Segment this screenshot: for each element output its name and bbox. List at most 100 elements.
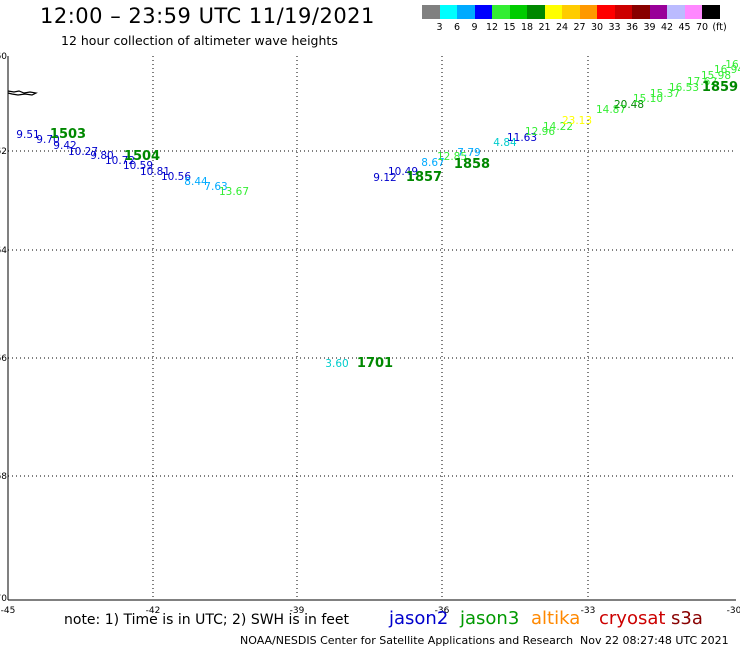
color-swatch xyxy=(492,5,510,19)
color-scale-tick-label: 15 xyxy=(503,22,516,33)
map-subtitle: 12 hour collection of altimeter wave hei… xyxy=(61,33,338,48)
color-scale-tick-label: (ft) xyxy=(712,22,727,33)
swh-value-label: 16.3 xyxy=(725,59,740,71)
swh-value-label: 15.10 xyxy=(633,93,663,105)
pass-time-label: 1701 xyxy=(357,356,393,371)
generated-timestamp: Nov 22 08:27:48 UTC 2021 xyxy=(580,634,729,647)
map-frame xyxy=(7,56,736,601)
swh-value-label: 10.56 xyxy=(161,171,191,183)
track-1701: 3.60 1701 xyxy=(325,356,393,371)
color-swatch xyxy=(579,5,597,19)
swh-value-label: 12.96 xyxy=(525,126,555,138)
color-swatch xyxy=(684,5,702,19)
longitude-label: -30 xyxy=(727,606,740,616)
latitude-label: -66 xyxy=(0,354,7,364)
color-scale-tick-label: 6 xyxy=(453,22,461,33)
swh-value-label: 9.80 xyxy=(90,150,113,162)
color-scale-tick-label: 33 xyxy=(608,22,621,33)
swh-value-label: 10.72 xyxy=(105,155,135,167)
pass-time-label: 1504 xyxy=(124,149,160,164)
swh-value-label: 10.27 xyxy=(68,146,98,158)
color-swatch xyxy=(422,5,440,19)
swh-value-label: 16.53 xyxy=(669,82,699,94)
color-swatch xyxy=(544,5,562,19)
swh-value-label: 16.94 xyxy=(714,64,740,76)
swh-value-label: 8.44 xyxy=(184,176,208,188)
latitude-label: -64 xyxy=(0,246,7,256)
swh-value-label: 3.60 xyxy=(325,358,348,370)
swh-value-label: 13.67 xyxy=(219,186,249,198)
swh-value-label: 9.51 xyxy=(16,129,39,141)
swh-value-label: 7.63 xyxy=(204,181,227,193)
swh-value-label: 4.84 xyxy=(493,137,517,149)
swh-value-label: 23.13 xyxy=(562,115,592,127)
color-swatch xyxy=(527,5,545,19)
longitude-label: -36 xyxy=(435,606,450,616)
color-scale-tick-label: 45 xyxy=(678,22,691,33)
swh-value-label: 8.67 xyxy=(421,157,444,169)
pass-time-label: 1857 xyxy=(406,170,442,185)
longitude-label: -33 xyxy=(581,606,596,616)
pass-time-label: 1503 xyxy=(50,127,86,142)
swh-color-scale xyxy=(422,5,720,19)
swh-value-label: 14.87 xyxy=(596,104,626,116)
swh-color-scale-labels: 3 6 9 12 15 18 21 24 27 30 33 36 39 42 45 70 (ft) xyxy=(422,22,740,34)
color-scale-tick-label: 42 xyxy=(660,22,674,33)
swh-value-label: 17.62 xyxy=(687,76,717,88)
latitude-label: -60 xyxy=(0,52,7,62)
legend-altika: altika xyxy=(531,608,581,629)
swh-value-label: 15.98 xyxy=(701,70,731,82)
legend-jason2: jason2 xyxy=(389,608,449,629)
color-swatch xyxy=(457,5,475,19)
swh-value-label: 10.49 xyxy=(388,166,418,178)
swh-value-label: 20.48 xyxy=(614,99,644,111)
color-scale-tick-label: 27 xyxy=(573,22,586,33)
color-scale-tick-label: 12 xyxy=(485,22,499,33)
swh-value-label: 14.22 xyxy=(543,121,573,133)
color-scale-tick-label: 70 xyxy=(695,22,709,33)
axis-labels: -60 -62 -64 -66 -68 -70 -45 -42 -39 -36 -33 -30 xyxy=(0,52,740,616)
color-scale-tick-label: 24 xyxy=(555,22,569,33)
color-scale-tick-label: 39 xyxy=(643,22,656,33)
swh-value-label: 9.12 xyxy=(373,172,396,184)
color-scale-tick-label: 21 xyxy=(538,22,551,33)
color-scale-tick-label: 9 xyxy=(471,22,478,33)
credit-line: NOAA/NESDIS Center for Satellite Applica… xyxy=(240,634,574,647)
color-swatch xyxy=(474,5,492,19)
longitude-label: -39 xyxy=(290,606,305,616)
longitude-label: -45 xyxy=(1,606,16,616)
swh-value-label: 9.70 xyxy=(36,134,59,146)
legend-cryosat: cryosat xyxy=(599,608,666,629)
swh-value-label: 10.81 xyxy=(140,166,170,178)
color-scale-tick-label: 30 xyxy=(590,22,604,33)
color-swatch xyxy=(649,5,667,19)
color-swatch xyxy=(597,5,615,19)
units-note: note: 1) Time is in UTC; 2) SWH is in fe… xyxy=(64,612,350,628)
color-swatch xyxy=(509,5,527,19)
island-coastline xyxy=(7,90,38,96)
longitude-label: -42 xyxy=(146,606,161,616)
color-swatch xyxy=(632,5,650,19)
latitude-label: -70 xyxy=(0,594,7,604)
lat-lon-grid xyxy=(8,56,736,600)
color-swatch xyxy=(614,5,632,19)
swh-value-label: 11.63 xyxy=(507,132,537,144)
color-scale-tick-label: 36 xyxy=(625,22,639,33)
color-swatch xyxy=(667,5,685,19)
swh-value-label: 7.79 xyxy=(457,147,480,159)
legend-s3a: s3a xyxy=(671,608,703,629)
color-scale-tick-label: 3 xyxy=(436,22,443,33)
color-scale-tick-label: 18 xyxy=(520,22,534,33)
swh-value-label: 12.85 xyxy=(437,151,467,163)
pass-time-label: 1859 xyxy=(702,80,738,95)
track-1859: 14.8720.4815.1015.3716.5317.6215.9816.94… xyxy=(596,59,740,116)
swh-value-label: 15.37 xyxy=(650,88,680,100)
legend-jason3: jason3 xyxy=(460,608,520,629)
color-swatch xyxy=(562,5,580,19)
